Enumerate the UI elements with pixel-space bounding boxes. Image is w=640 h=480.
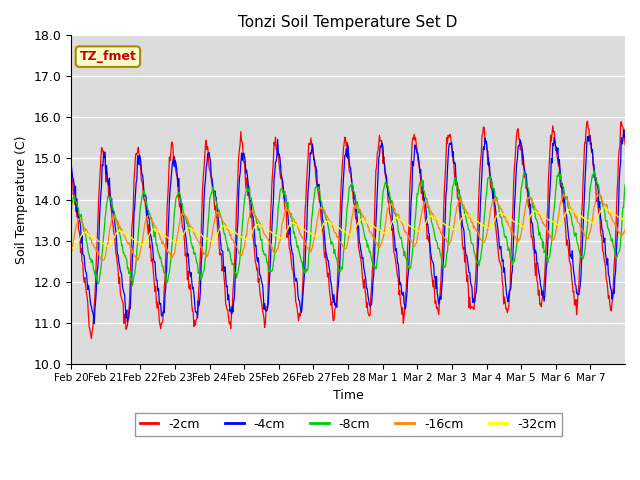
-32cm [621, 218, 629, 224]
-4cm [620, 127, 627, 133]
-16cm [596, 191, 604, 197]
-8cm [406, 265, 413, 271]
-32cm [284, 227, 291, 233]
-4cm [133, 177, 141, 182]
-2cm [406, 187, 413, 193]
Text: TZ_fmet: TZ_fmet [79, 50, 136, 63]
X-axis label: Time: Time [333, 389, 364, 402]
-2cm [67, 164, 75, 170]
-2cm [88, 336, 95, 341]
-4cm [621, 132, 629, 137]
-8cm [133, 247, 141, 253]
-16cm [437, 230, 445, 236]
-8cm [129, 283, 136, 289]
-4cm [262, 309, 270, 314]
-4cm [437, 297, 445, 302]
-16cm [133, 258, 141, 264]
-2cm [235, 153, 243, 159]
-8cm [437, 252, 445, 258]
-32cm [68, 245, 76, 251]
-32cm [406, 223, 413, 229]
-2cm [584, 118, 591, 124]
-4cm [67, 161, 75, 167]
-16cm [406, 236, 413, 241]
Line: -4cm: -4cm [71, 130, 625, 324]
Line: -8cm: -8cm [71, 171, 625, 286]
-4cm [90, 321, 98, 326]
-32cm [133, 239, 141, 245]
-2cm [284, 235, 291, 240]
-2cm [133, 151, 141, 157]
-4cm [235, 190, 243, 196]
-2cm [437, 279, 445, 285]
-32cm [262, 227, 270, 232]
-32cm [600, 205, 607, 211]
-16cm [67, 250, 75, 256]
-8cm [621, 182, 629, 188]
Line: -2cm: -2cm [71, 121, 625, 338]
-8cm [590, 168, 598, 174]
-16cm [621, 227, 629, 233]
-2cm [262, 304, 270, 310]
Y-axis label: Soil Temperature (C): Soil Temperature (C) [15, 135, 28, 264]
-8cm [262, 254, 270, 260]
-32cm [437, 219, 445, 225]
-16cm [98, 258, 106, 264]
-4cm [284, 206, 291, 212]
-16cm [262, 233, 270, 239]
Title: Tonzi Soil Temperature Set D: Tonzi Soil Temperature Set D [238, 15, 458, 30]
Line: -32cm: -32cm [71, 208, 625, 248]
-4cm [406, 239, 413, 244]
-2cm [621, 142, 629, 147]
-32cm [235, 232, 243, 238]
-32cm [67, 244, 75, 250]
Legend: -2cm, -4cm, -8cm, -16cm, -32cm: -2cm, -4cm, -8cm, -16cm, -32cm [134, 413, 562, 436]
-8cm [284, 204, 291, 210]
-8cm [67, 210, 75, 216]
-16cm [235, 251, 243, 256]
-16cm [284, 208, 291, 214]
Line: -16cm: -16cm [71, 194, 625, 261]
-8cm [235, 264, 243, 270]
